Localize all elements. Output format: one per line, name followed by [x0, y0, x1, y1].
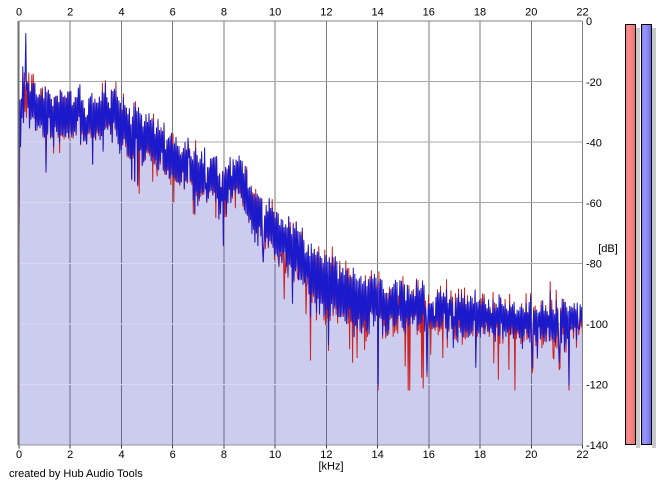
svg-text:-20: -20 [586, 77, 602, 89]
svg-text:2: 2 [67, 449, 73, 461]
svg-text:22: 22 [576, 449, 588, 461]
svg-text:created by Hub Audio Tools: created by Hub Audio Tools [9, 468, 143, 480]
svg-text:12: 12 [320, 6, 332, 18]
svg-text:-100: -100 [586, 319, 608, 331]
svg-text:12: 12 [320, 449, 332, 461]
svg-text:-120: -120 [586, 380, 608, 392]
svg-text:-40: -40 [586, 137, 602, 149]
svg-text:[dB]: [dB] [598, 243, 618, 255]
svg-text:6: 6 [170, 6, 176, 18]
svg-text:20: 20 [525, 6, 537, 18]
svg-text:-80: -80 [586, 259, 602, 271]
svg-text:18: 18 [474, 449, 486, 461]
svg-text:8: 8 [221, 6, 227, 18]
svg-text:14: 14 [371, 6, 383, 18]
svg-text:4: 4 [118, 449, 124, 461]
svg-text:6: 6 [170, 449, 176, 461]
svg-text:-140: -140 [586, 440, 608, 452]
svg-text:4: 4 [118, 6, 124, 18]
svg-text:14: 14 [371, 449, 383, 461]
svg-text:10: 10 [269, 6, 281, 18]
svg-text:16: 16 [423, 449, 435, 461]
svg-text:[kHz]: [kHz] [318, 461, 343, 473]
svg-text:0: 0 [16, 6, 22, 18]
svg-text:22: 22 [576, 6, 588, 18]
svg-text:0: 0 [586, 16, 592, 28]
svg-text:0: 0 [16, 449, 22, 461]
svg-text:10: 10 [269, 449, 281, 461]
svg-text:-60: -60 [586, 198, 602, 210]
svg-text:18: 18 [474, 6, 486, 18]
svg-text:20: 20 [525, 449, 537, 461]
svg-text:8: 8 [221, 449, 227, 461]
svg-text:2: 2 [67, 6, 73, 18]
svg-text:16: 16 [423, 6, 435, 18]
